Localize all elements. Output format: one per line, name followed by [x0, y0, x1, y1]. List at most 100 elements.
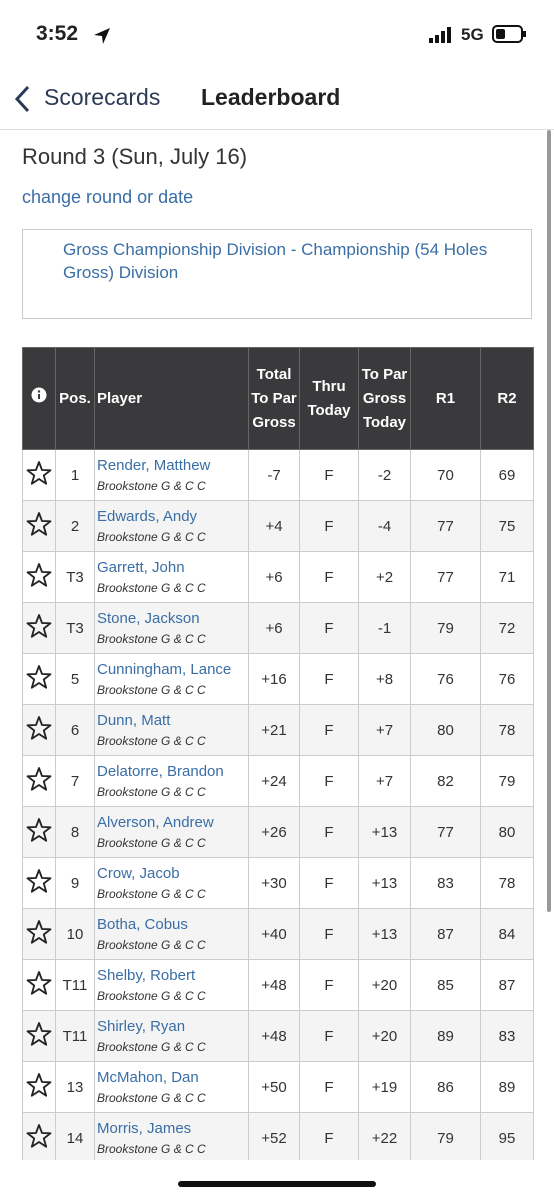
- round-1: 76: [410, 653, 481, 705]
- info-icon[interactable]: [31, 387, 47, 403]
- total-to-par: +6: [248, 602, 300, 654]
- player-name[interactable]: Alverson, Andrew: [97, 814, 214, 831]
- round-1: 80: [410, 704, 481, 756]
- favorite-cell[interactable]: [22, 959, 56, 1011]
- favorite-cell[interactable]: [22, 1112, 56, 1160]
- favorite-icon[interactable]: [26, 1021, 52, 1047]
- round-1: 77: [410, 500, 481, 552]
- player-row: 13 McMahon, Dan Brookstone G & C C +50 F +19 8…: [22, 1061, 534, 1113]
- column-header: R2: [480, 347, 534, 450]
- round-2: 78: [480, 704, 534, 756]
- club-name: Brookstone G & C C: [97, 1040, 206, 1054]
- favorite-icon[interactable]: [26, 1072, 52, 1098]
- total-to-par: +26: [248, 806, 300, 858]
- favorite-cell[interactable]: [22, 653, 56, 705]
- favorite-cell[interactable]: [22, 551, 56, 603]
- time: 3:52: [36, 22, 79, 45]
- round-title: Round 3 (Sun, July 16): [22, 144, 248, 169]
- total-to-par: +48: [248, 959, 300, 1011]
- position: T3: [55, 602, 95, 654]
- favorite-cell[interactable]: [22, 908, 56, 960]
- thru: F: [299, 908, 359, 960]
- position: 6: [55, 704, 95, 756]
- player-name[interactable]: Shelby, Robert: [97, 967, 196, 984]
- thru: F: [299, 500, 359, 552]
- today-to-par: +20: [358, 1010, 411, 1062]
- favorite-icon[interactable]: [26, 715, 52, 741]
- today-to-par: +8: [358, 653, 411, 705]
- round-2: 71: [480, 551, 534, 603]
- round-1: 77: [410, 551, 481, 603]
- player-name[interactable]: Morris, James: [97, 1120, 192, 1137]
- info-header[interactable]: [22, 347, 56, 450]
- player-name[interactable]: Render, Matthew: [97, 457, 211, 474]
- player-row: 8 Alverson, Andrew Brookstone G & C C +26 F +…: [22, 806, 534, 858]
- favorite-icon[interactable]: [26, 766, 52, 792]
- favorite-cell[interactable]: [22, 857, 56, 909]
- favorite-cell[interactable]: [22, 1010, 56, 1062]
- player-row: 1 Render, Matthew Brookstone G & C C -7 F -2 7…: [22, 449, 534, 501]
- player-name[interactable]: Dunn, Matt: [97, 712, 171, 729]
- favorite-cell[interactable]: [22, 755, 56, 807]
- leaderboard: Pos. Player Total To Par Gross Thru Today To…: [22, 347, 534, 1160]
- player-name[interactable]: McMahon, Dan: [97, 1069, 199, 1086]
- today-to-par: -1: [358, 602, 411, 654]
- thru: F: [299, 959, 359, 1011]
- thru: F: [299, 602, 359, 654]
- favorite-icon[interactable]: [26, 970, 52, 996]
- player-cell: Shelby, Robert Brookstone G & C C: [94, 959, 249, 1011]
- player-row: T3 Stone, Jackson Brookstone G & C C +6 F -1 7…: [22, 602, 534, 654]
- back-icon[interactable]: [12, 84, 34, 114]
- favorite-icon[interactable]: [26, 562, 52, 588]
- player-cell: Cunningham, Lance Brookstone G & C C: [94, 653, 249, 705]
- position: 1: [55, 449, 95, 501]
- player-name[interactable]: Botha, Cobus: [97, 916, 188, 933]
- divider: [0, 129, 554, 130]
- today-to-par: +22: [358, 1112, 411, 1160]
- today-to-par: +20: [358, 959, 411, 1011]
- favorite-icon[interactable]: [26, 460, 52, 486]
- total-to-par: +21: [248, 704, 300, 756]
- favorite-cell[interactable]: [22, 449, 56, 501]
- round-1: 79: [410, 1112, 481, 1160]
- player-row: 2 Edwards, Andy Brookstone G & C C +4 F -4 77 7…: [22, 500, 534, 552]
- player-name[interactable]: Delatorre, Brandon: [97, 763, 224, 780]
- thru: F: [299, 449, 359, 501]
- player-name[interactable]: Stone, Jackson: [97, 610, 200, 627]
- player-name[interactable]: Edwards, Andy: [97, 508, 198, 525]
- favorite-cell[interactable]: [22, 602, 56, 654]
- favorite-cell[interactable]: [22, 500, 56, 552]
- player-row: T11 Shirley, Ryan Brookstone G & C C +48 F +2…: [22, 1010, 534, 1062]
- player-name[interactable]: Shirley, Ryan: [97, 1018, 186, 1035]
- back-link[interactable]: Scorecards: [44, 84, 161, 110]
- location-icon: [94, 28, 110, 44]
- thru: F: [299, 704, 359, 756]
- thru: F: [299, 653, 359, 705]
- player-cell: Morris, James Brookstone G & C C: [94, 1112, 249, 1160]
- favorite-icon[interactable]: [26, 817, 52, 843]
- club-name: Brookstone G & C C: [97, 938, 206, 952]
- player-name[interactable]: Crow, Jacob: [97, 865, 180, 882]
- division[interactable]: Gross Championship Division - Championsh…: [22, 229, 532, 319]
- change-link[interactable]: change round or date: [22, 187, 194, 207]
- player-cell: Stone, Jackson Brookstone G & C C: [94, 602, 249, 654]
- club-name: Brookstone G & C C: [97, 734, 206, 748]
- favorite-icon[interactable]: [26, 511, 52, 537]
- thru: F: [299, 857, 359, 909]
- player-row: 6 Dunn, Matt Brookstone G & C C +21 F +7 80 78: [22, 704, 534, 756]
- favorite-icon[interactable]: [26, 868, 52, 894]
- player-name[interactable]: Cunningham, Lance: [97, 661, 232, 678]
- round-1: 77: [410, 806, 481, 858]
- favorite-cell[interactable]: [22, 704, 56, 756]
- column-header: To Par Gross Today: [358, 347, 411, 450]
- total-to-par: +48: [248, 1010, 300, 1062]
- round-2: 87: [480, 959, 534, 1011]
- favorite-icon[interactable]: [26, 613, 52, 639]
- player-cell: Shirley, Ryan Brookstone G & C C: [94, 1010, 249, 1062]
- favorite-icon[interactable]: [26, 664, 52, 690]
- favorite-cell[interactable]: [22, 1061, 56, 1113]
- favorite-cell[interactable]: [22, 806, 56, 858]
- favorite-icon[interactable]: [26, 919, 52, 945]
- favorite-icon[interactable]: [26, 1123, 52, 1149]
- player-name[interactable]: Garrett, John: [97, 559, 185, 576]
